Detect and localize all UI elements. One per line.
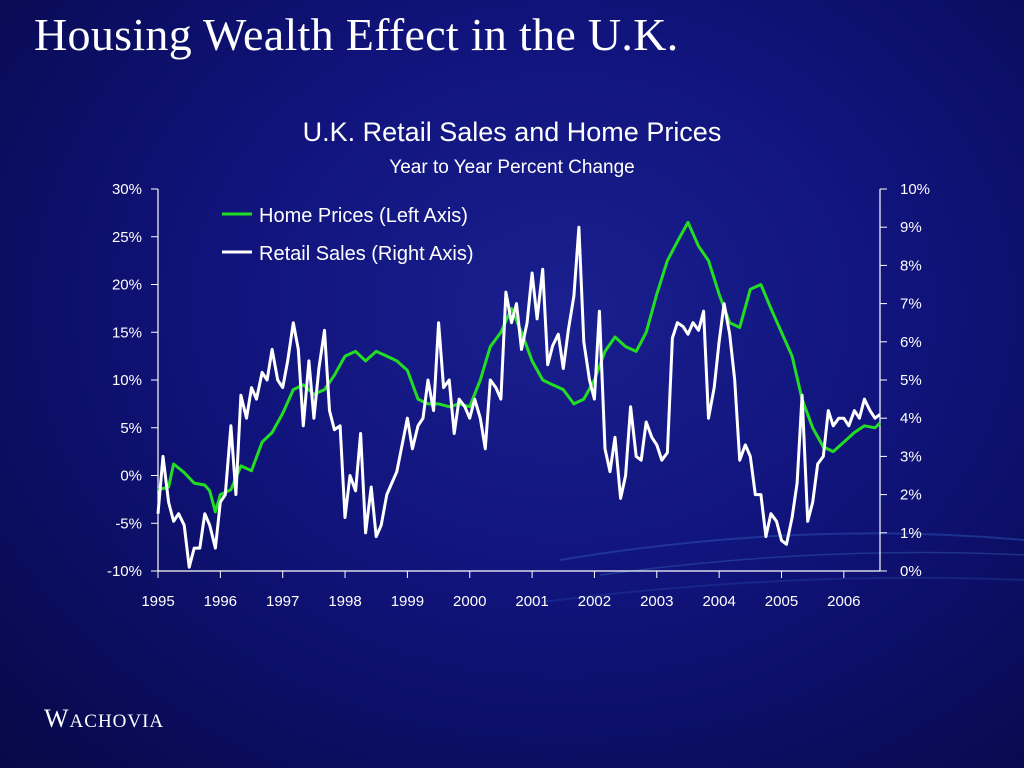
x-tick-label: 1998 [328, 593, 361, 610]
y-left-tick-label: 30% [112, 181, 142, 198]
y-right-tick-label: 10% [900, 181, 930, 198]
y-right-tick-label: 6% [900, 334, 922, 351]
y-right-tick-label: 4% [900, 410, 922, 427]
legend-label-retail-sales: Retail Sales (Right Axis) [259, 243, 474, 265]
x-tick-label: 2006 [827, 593, 860, 610]
y-left-tick-label: -5% [115, 515, 142, 532]
x-tick-label: 2001 [515, 593, 548, 610]
y-right-tick-label: 7% [900, 296, 922, 313]
y-left-tick-label: 15% [112, 324, 142, 341]
y-right-tick-label: 5% [900, 372, 922, 389]
x-tick-label: 1999 [391, 593, 424, 610]
y-left-tick-label: 20% [112, 277, 142, 294]
chart-axes: -10% -5% 0% 5% 10% 15% 20% 25% 30% 0% 1% 2% 3% 4% 5% 6%… [107, 181, 930, 610]
legend-label-home-prices: Home Prices (Left Axis) [259, 205, 468, 227]
x-tick-label: 2002 [578, 593, 611, 610]
slide-title: Housing Wealth Effect in the U.K. [34, 9, 679, 60]
x-tick-label: 2004 [702, 593, 735, 610]
y-left-tick-label: 10% [112, 372, 142, 389]
x-tick-label: 1996 [204, 593, 237, 610]
chart-subtitle: Year to Year Percent Change [389, 157, 634, 178]
chart-legend: Home Prices (Left Axis) Retail Sales (Ri… [222, 205, 474, 265]
x-tick-label: 1995 [141, 593, 174, 610]
y-right-tick-label: 9% [900, 219, 922, 236]
wachovia-logo: WACHOVIA [44, 704, 165, 733]
y-left-tick-label: 25% [112, 229, 142, 246]
y-right-tick-label: 1% [900, 525, 922, 542]
x-tick-label: 1997 [266, 593, 299, 610]
y-right-tick-label: 3% [900, 448, 922, 465]
series-line-home-prices [157, 220, 882, 514]
x-tick-label: 2003 [640, 593, 673, 610]
y-left-tick-label: 0% [120, 468, 142, 485]
series-line-retail-sales [156, 225, 881, 569]
x-tick-label: 2000 [453, 593, 486, 610]
y-left-tick-label: 5% [120, 420, 142, 437]
chart-series [156, 220, 882, 569]
y-right-tick-label: 8% [900, 257, 922, 274]
chart-title: U.K. Retail Sales and Home Prices [303, 117, 722, 147]
y-right-tick-label: 0% [900, 563, 922, 580]
y-left-tick-label: -10% [107, 563, 142, 580]
y-right-tick-label: 2% [900, 487, 922, 504]
x-tick-label: 2005 [765, 593, 798, 610]
